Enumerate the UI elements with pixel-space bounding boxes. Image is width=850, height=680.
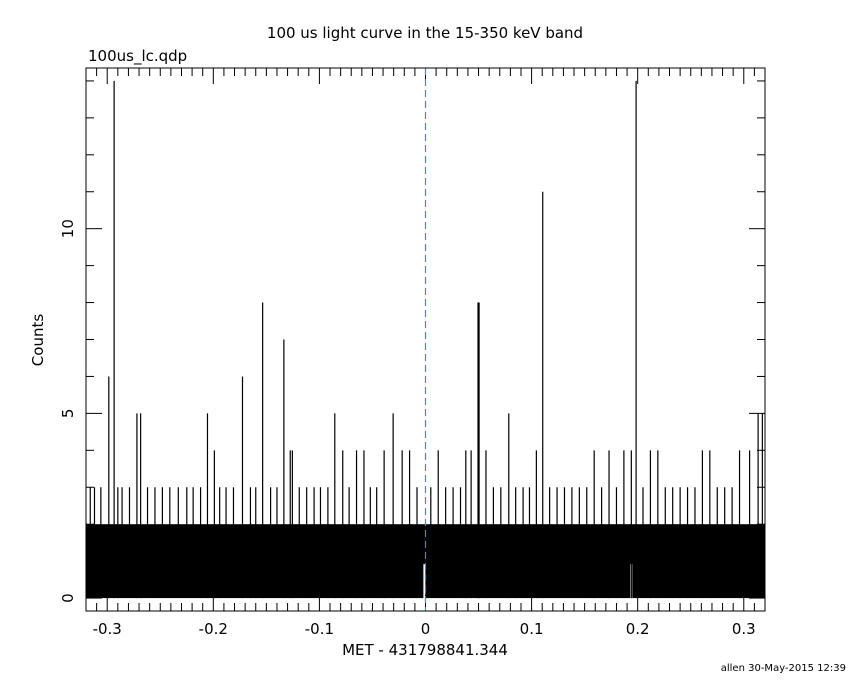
- footer-stamp: allen 30-May-2015 12:39: [721, 663, 846, 674]
- y-axis-label: Counts: [29, 314, 47, 367]
- plot-frame: [85, 67, 766, 612]
- zero-count-gap: [423, 564, 426, 599]
- y-tick-label: 0: [59, 593, 77, 603]
- x-tick-label: -0.3: [93, 620, 122, 638]
- x-tick-label: -0.2: [199, 620, 228, 638]
- x-tick-label: 0.3: [732, 620, 756, 638]
- file-label: 100us_lc.qdp: [88, 47, 187, 66]
- axis-tick-labels: -0.3 -0.2 -0.1 0 0.1 0.2 0.3 0 5 10: [59, 219, 756, 638]
- y-tick-label: 5: [59, 409, 77, 419]
- x-tick-label: 0: [421, 620, 431, 638]
- x-tick-label: 0.2: [626, 620, 650, 638]
- x-tick-label: 0.1: [520, 620, 544, 638]
- axis-ticks: [85, 68, 766, 611]
- y-tick-label: 10: [59, 219, 77, 238]
- x-axis-label: MET - 431798841.344: [342, 641, 508, 659]
- chart-title: 100 us light curve in the 15-350 keV ban…: [267, 24, 583, 42]
- x-tick-label: -0.1: [305, 620, 334, 638]
